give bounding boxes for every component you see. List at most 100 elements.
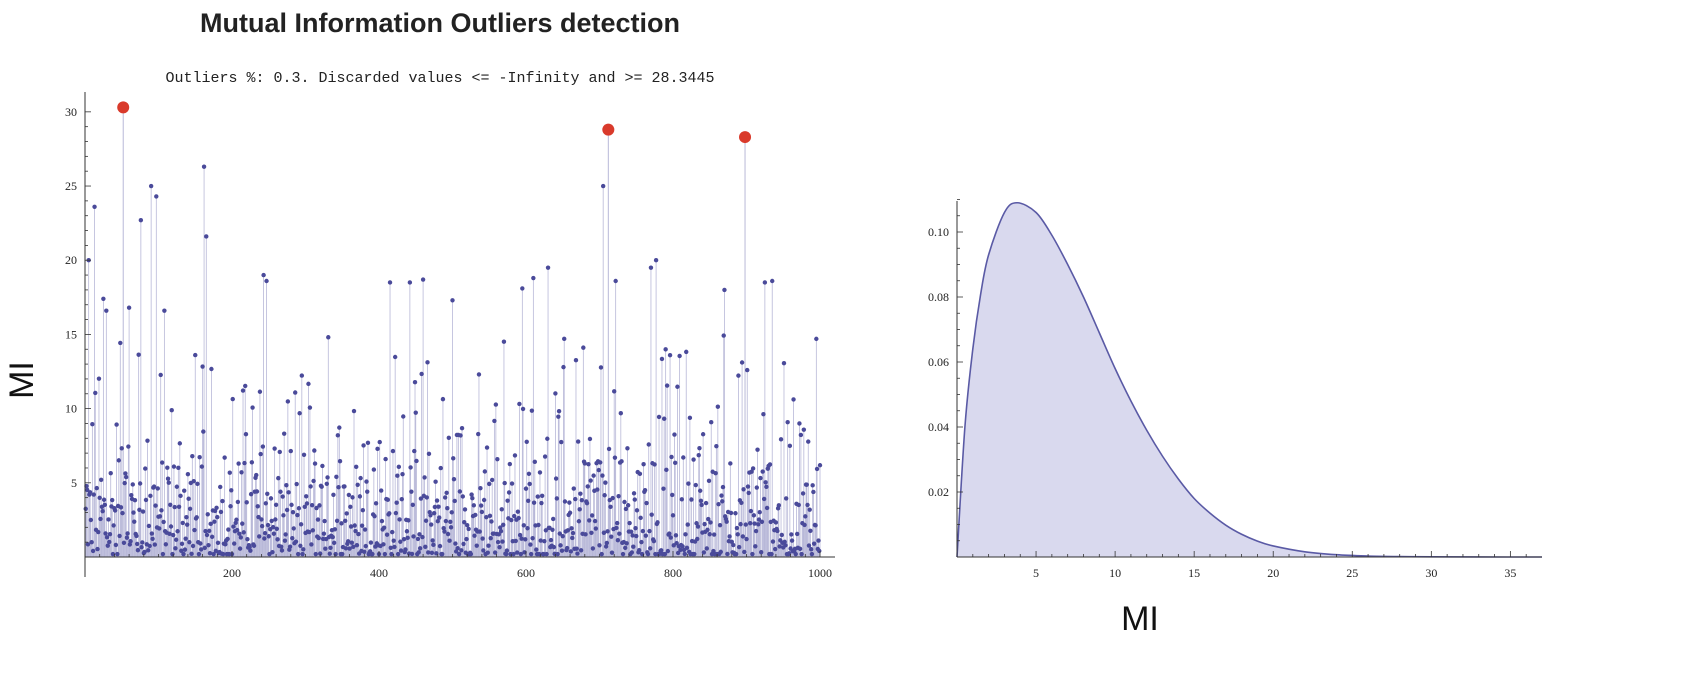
data-point: [613, 278, 618, 284]
data-point: [448, 525, 454, 530]
data-point: [441, 526, 446, 531]
data-point: [724, 519, 729, 524]
data-point: [318, 551, 323, 556]
data-point: [616, 493, 621, 499]
data-point: [489, 519, 494, 524]
data-point: [640, 528, 646, 534]
data-point: [773, 520, 779, 525]
data-point: [381, 525, 387, 530]
data-point: [556, 408, 562, 414]
data-point: [85, 487, 90, 493]
data-point: [714, 443, 719, 449]
data-point: [499, 507, 504, 512]
data-point: [458, 433, 463, 438]
data-point: [348, 524, 354, 529]
data-point: [300, 551, 305, 557]
data-point: [255, 504, 260, 509]
data-point: [266, 534, 271, 539]
data-point: [223, 542, 228, 547]
data-point: [286, 490, 291, 495]
data-point: [662, 551, 668, 557]
data-point: [237, 546, 243, 551]
data-point: [157, 526, 162, 531]
data-point: [514, 550, 520, 555]
data-point: [610, 495, 615, 501]
data-point: [476, 431, 481, 437]
data-point: [481, 497, 487, 503]
data-point: [375, 446, 380, 452]
data-point: [126, 305, 132, 310]
data-point: [413, 410, 418, 415]
data-point: [343, 546, 349, 551]
data-point: [240, 388, 246, 393]
right-x-axis-label: MI: [1121, 600, 1159, 638]
data-point: [754, 485, 759, 490]
data-point: [734, 551, 739, 557]
data-point: [112, 508, 118, 513]
data-point: [496, 532, 502, 537]
data-point: [539, 493, 545, 498]
data-point: [509, 517, 514, 523]
data-point: [414, 458, 419, 464]
data-point: [111, 523, 116, 528]
data-point: [465, 522, 470, 528]
data-point: [331, 492, 336, 497]
data-point: [605, 529, 610, 534]
data-point: [807, 507, 812, 512]
data-point: [542, 454, 548, 459]
data-point: [590, 546, 596, 551]
data-point: [289, 502, 294, 508]
data-point: [387, 511, 392, 516]
data-point: [477, 529, 482, 534]
data-point: [104, 308, 109, 313]
data-point: [284, 507, 290, 513]
data-point: [515, 509, 521, 514]
data-point: [395, 551, 401, 557]
data-point: [282, 538, 288, 543]
data-point: [222, 455, 227, 460]
data-point: [259, 517, 264, 522]
data-point: [717, 522, 723, 528]
data-point: [307, 405, 313, 410]
data-point: [159, 508, 164, 513]
data-point: [170, 551, 175, 557]
data-point: [783, 496, 789, 501]
data-point: [564, 545, 570, 551]
data-point: [713, 471, 718, 476]
data-point: [107, 532, 113, 537]
data-point: [571, 486, 576, 491]
data-point: [526, 498, 531, 503]
data-point: [517, 401, 522, 407]
data-point: [587, 518, 592, 523]
data-point: [554, 496, 560, 501]
data-point: [798, 432, 804, 438]
data-point: [194, 515, 199, 520]
data-point: [744, 536, 749, 542]
data-point: [664, 467, 669, 473]
data-point: [550, 527, 555, 532]
data-point: [291, 526, 296, 531]
data-point: [603, 544, 609, 549]
data-point: [707, 532, 712, 537]
outlier-point: [602, 123, 615, 136]
data-point: [392, 354, 398, 360]
data-point: [456, 551, 462, 557]
data-point: [331, 540, 337, 546]
data-point: [169, 408, 174, 413]
x-tick-label: 800: [664, 566, 682, 580]
data-point: [165, 476, 171, 481]
data-point: [148, 493, 153, 499]
data-point: [451, 456, 456, 461]
data-point: [778, 437, 784, 442]
data-point: [372, 514, 377, 519]
outliers-scatter-chart: 200 400 600 800 1000 5 10 15 20 25 30: [65, 92, 835, 580]
data-point: [115, 551, 120, 557]
data-point: [779, 532, 784, 538]
data-point: [606, 446, 612, 452]
data-point: [259, 523, 265, 529]
data-point: [591, 473, 596, 478]
data-point: [103, 531, 108, 536]
data-point: [178, 493, 183, 499]
data-point: [261, 272, 266, 278]
